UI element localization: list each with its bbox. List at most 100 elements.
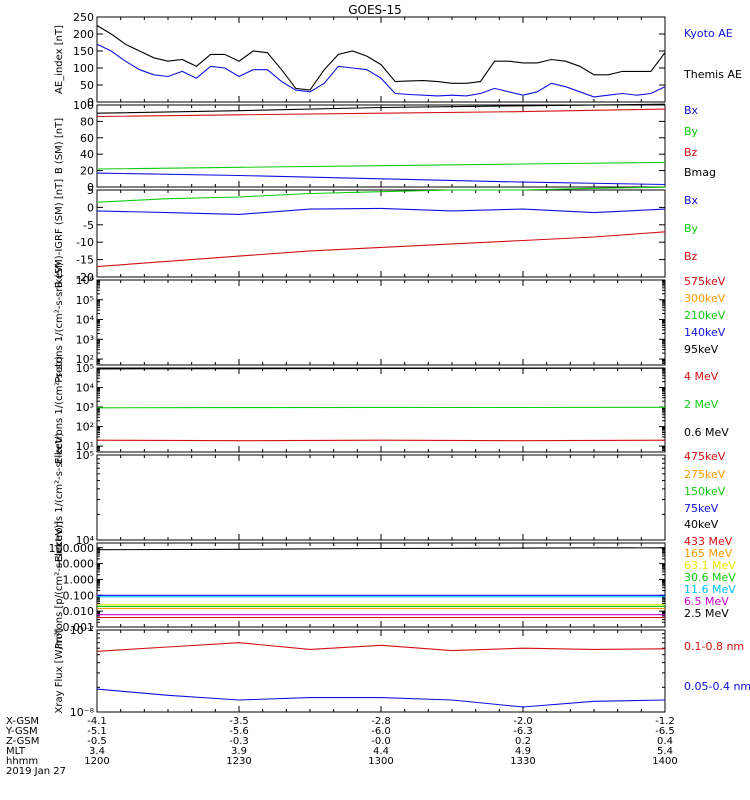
plot-title: GOES-15 (348, 3, 402, 17)
y-tick-label: 10.000 (56, 558, 95, 571)
y-tick-label: 10⁻⁸ (70, 706, 95, 719)
x-axis-value: 1230 (226, 756, 251, 767)
series-electrons1-0-6-mev (96, 367, 666, 370)
y-tick-label: 0 (87, 201, 94, 214)
x-axis-value: -5.1 (87, 726, 107, 737)
y-tick-label: 0.001 (63, 621, 95, 634)
legend-protons2-2: 63.1 MeV (684, 559, 736, 572)
x-axis-value: -2.8 (371, 716, 391, 727)
legend-electrons2-2: 150keV (684, 485, 726, 498)
legend-ae-1: Themis AE (683, 68, 742, 81)
y-tick-label: 10⁻⁷ (70, 624, 94, 637)
series-bigrf-bx (96, 207, 666, 215)
y-tick-label: 0 (87, 181, 94, 194)
x-axis-value: 1300 (368, 756, 393, 767)
x-axis-value: -5.6 (229, 726, 249, 737)
x-axis-value: -6.3 (513, 726, 533, 737)
y-tick-label: 10³ (76, 401, 94, 414)
y-tick-label: 100 (73, 62, 94, 75)
legend-protons1-4: 95keV (684, 343, 719, 356)
panel-electrons2: 10⁴ 10⁵ Electrons 1/(cm²-s-sr-keV) 475keV 27… (54, 433, 726, 562)
panel-frame (96, 454, 666, 541)
x-axis-value: 5.4 (657, 746, 673, 757)
x-axis-value: -0.0 (371, 736, 391, 747)
y-tick-label: 60 (80, 132, 94, 145)
series-bigrf-by (96, 186, 666, 203)
legend-protons1-0: 575keV (684, 275, 726, 288)
y-axis-label: Xray Flux [W/m²] (54, 628, 65, 713)
x-axis-row-label: hhmm (6, 756, 38, 767)
x-axis-value: 0.2 (515, 736, 531, 747)
series-bsm-bx (96, 172, 666, 186)
series-xray-0-1-0-8-nm (96, 642, 666, 652)
x-axis-row-label: MLT (6, 746, 26, 757)
legend-protons2-5: 6.5 MeV (684, 595, 729, 608)
x-axis-value: -6.0 (371, 726, 391, 737)
x-axis-row-label: 2019 Jan 27 (6, 766, 66, 777)
x-axis-row-label: Z-GSM (6, 736, 39, 747)
panel-electrons1: 10¹ 10² 10³ 10⁴ 10⁵ Electrons 1/(cm²-s-sr) 4 M… (54, 356, 729, 464)
panel-frame (96, 189, 666, 278)
y-tick-label: 10³ (76, 333, 94, 346)
x-axis-value: 3.9 (231, 746, 247, 757)
y-tick-label: 20 (80, 165, 94, 178)
panel-bsm: 0 20 40 60 80 100 B (SM) [nT] Bx By Bz Bmag (54, 99, 716, 194)
legend-protons2-3: 30.6 MeV (684, 571, 736, 584)
legend-protons2-6: 2.5 MeV (684, 607, 729, 620)
legend-xray-1: 0.05-0.4 nm (684, 680, 750, 693)
y-tick-label: 150 (73, 45, 94, 58)
legend-electrons2-1: 275keV (684, 468, 726, 481)
legend-electrons1-0: 4 MeV (684, 370, 719, 383)
x-axis-value: -2.0 (513, 716, 533, 727)
x-axis-value: 1330 (510, 756, 535, 767)
series-ae-kyoto-ae (96, 43, 666, 98)
y-tick-label: 80 (80, 115, 94, 128)
panel-protons1: 10² 10³ 10⁴ 10⁵ 10⁶ Protons 1/(cm²-s-sr-keV) 5… (54, 262, 726, 383)
y-tick-label: 10⁶ (76, 274, 95, 287)
y-tick-label: 40 (80, 148, 94, 161)
legend-electrons2-0: 475keV (684, 450, 726, 463)
y-axis-label: Protons 1/(cm²-s-sr-keV) (54, 262, 65, 383)
x-axis-value: 3.4 (89, 746, 105, 757)
y-tick-label: 250 (73, 11, 94, 24)
x-axis-value: 4.4 (373, 746, 389, 757)
y-tick-label: 0.100 (63, 589, 95, 602)
legend-electrons1-2: 0.6 MeV (684, 426, 729, 439)
y-tick-label: 10⁴ (76, 314, 95, 327)
x-axis-value: 1400 (652, 756, 677, 767)
y-tick-label: 10⁵ (76, 362, 94, 375)
y-tick-label: 100.000 (49, 542, 95, 555)
series-protons2-2-5-mev (96, 547, 666, 551)
y-tick-label: 5 (87, 184, 94, 197)
x-axis-value: 4.9 (515, 746, 531, 757)
panel-frame (96, 629, 666, 713)
panel-frame (96, 367, 666, 453)
panel-frame (96, 279, 666, 366)
panel-protons2: 0.001 0.010 0.100 1.000 10.000 100.000Protons… (49, 521, 737, 649)
series-ae-themis-ae (96, 25, 666, 91)
y-tick-label: -10 (76, 236, 94, 249)
y-tick-label: 0 (87, 96, 94, 109)
legend-protons1-1: 300keV (684, 292, 726, 305)
legend-protons1-3: 140keV (684, 326, 726, 339)
legend-bsm-0: Bx (684, 104, 699, 117)
series-bsm-by (96, 161, 666, 170)
panel-xray: 10⁻⁸ 10⁻⁷ Xray Flux [W/m²] 0.1-0.8 nm 0.05-0… (54, 624, 750, 719)
x-axis-value: -0.3 (229, 736, 249, 747)
legend-bsm-2: Bz (684, 146, 698, 159)
panel-ae: 0 50 100 150 200 250 AE_index [nT] Kyoto AE Them… (54, 11, 742, 109)
y-axis-label: Electrons 1/(cm²-s-sr-keV) (54, 433, 65, 562)
legend-bigrf-2: Bz (684, 250, 698, 263)
legend-protons2-1: 165 MeV (684, 547, 733, 560)
legend-protons1-2: 210keV (684, 309, 726, 322)
x-axis-row-label: Y-GSM (5, 726, 38, 737)
y-tick-label: 10² (76, 421, 94, 434)
series-electrons1-2-mev (96, 406, 666, 409)
legend-ae-0: Kyoto AE (684, 27, 733, 40)
y-axis-label: AE_index [nT] (54, 25, 65, 94)
y-tick-label: 0.010 (63, 605, 95, 618)
y-axis-label: Electrons 1/(cm²-s-sr) (54, 356, 65, 464)
series-xray-0-05-0-4-nm (96, 688, 666, 708)
x-axis-value: -6.5 (655, 726, 675, 737)
